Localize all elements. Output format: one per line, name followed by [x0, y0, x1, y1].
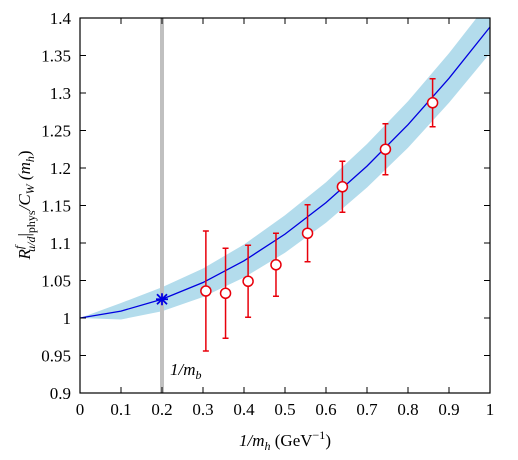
y-tick-label: 0.95 — [41, 347, 71, 366]
y-tick-label: 1.05 — [41, 272, 71, 291]
x-axis-label: 1/mh (GeV−1) — [239, 428, 331, 453]
y-tick-label: 0.9 — [50, 384, 71, 403]
label-part: | — [15, 233, 34, 236]
label-part: R — [15, 249, 34, 261]
y-tick-label: 1.35 — [41, 47, 71, 66]
x-tick-label: 0.5 — [274, 400, 295, 419]
fit-curve — [80, 26, 490, 319]
label-part: (m — [15, 162, 34, 184]
label-part: W — [23, 183, 37, 194]
y-tick-label: 1.4 — [50, 9, 72, 28]
data-point — [242, 275, 254, 287]
plot-frame — [79, 17, 491, 394]
x-tick-label: 0 — [76, 400, 85, 419]
data-point — [270, 259, 282, 271]
error-band — [80, 18, 490, 320]
data-point — [336, 181, 349, 193]
label-part: 1/m — [170, 360, 196, 379]
x-tick-label: 0.8 — [397, 400, 418, 419]
x-tick-label: 0.1 — [110, 400, 131, 419]
x-tick-label: 0.2 — [151, 400, 172, 419]
label-part: h — [23, 156, 37, 162]
y-axis-label: Rfu/d|phys/CW (mh) — [12, 150, 38, 260]
label-part: phys — [24, 210, 38, 233]
label-part: /C — [15, 194, 34, 212]
y-tick-label: 1.3 — [50, 84, 71, 103]
data-point — [301, 227, 314, 239]
annotation: 1/mb — [170, 360, 202, 382]
y-tick-label: 1.15 — [41, 197, 71, 216]
star-stroke — [156, 293, 168, 305]
y-tick-label: 1.2 — [50, 159, 71, 178]
x-tick-label: 0.4 — [233, 400, 255, 419]
y-tick-label: 1.25 — [41, 122, 71, 141]
data-point — [219, 287, 232, 299]
y-tick-label: 1.1 — [50, 234, 71, 253]
x-tick-label: 1 — [486, 400, 495, 419]
y-tick-label: 1 — [63, 309, 72, 328]
data-point — [200, 285, 212, 297]
label-part: f — [12, 244, 26, 249]
label-part: ) — [15, 150, 34, 156]
label-part: u/d — [24, 235, 38, 251]
physical-point — [156, 293, 168, 306]
x-tick-label: 0.3 — [192, 400, 213, 419]
data-point — [379, 143, 392, 155]
label-part: ) — [325, 431, 331, 450]
label-part: (GeV — [271, 431, 314, 450]
label-part: h — [265, 439, 271, 453]
x-tick-label: 0.7 — [356, 400, 378, 419]
x-tick-label: 0.9 — [438, 400, 459, 419]
data-point — [426, 97, 439, 109]
label-part: b — [196, 368, 202, 382]
label-part: −1 — [313, 428, 326, 442]
plot-area — [80, 18, 490, 393]
label-part: 1/m — [239, 431, 265, 450]
x-tick-label: 0.6 — [315, 400, 336, 419]
